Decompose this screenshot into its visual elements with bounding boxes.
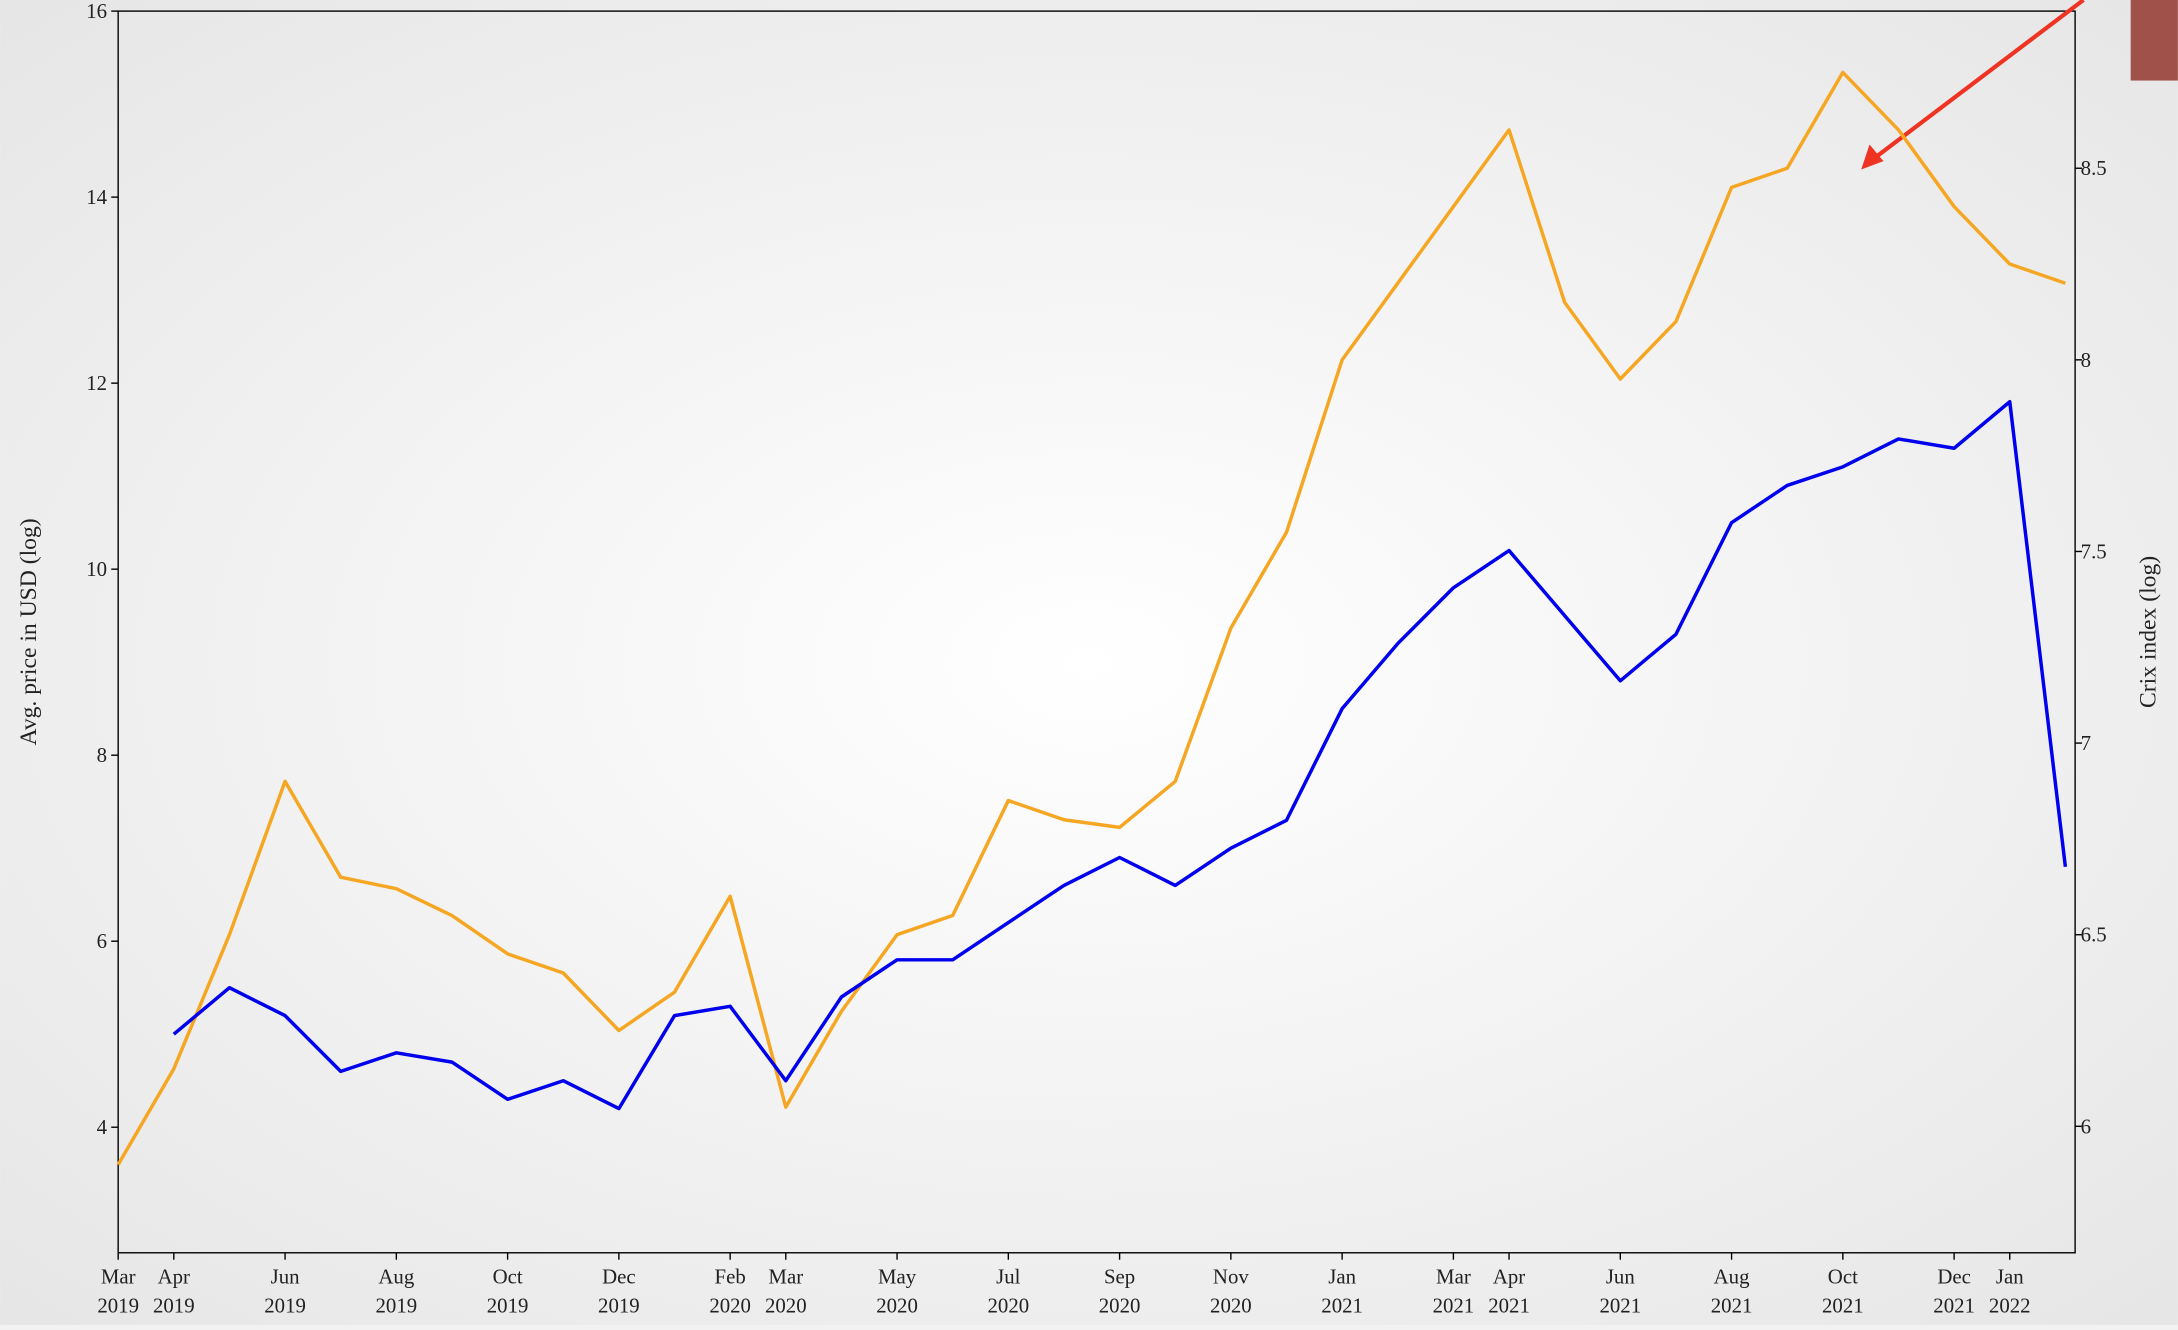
data-line [172, 400, 2068, 1111]
y-tick-label: 12 [86, 371, 107, 395]
x-tick-label: Oct 2021 [1822, 1264, 1864, 1317]
plot-frame [117, 10, 2076, 1254]
x-tick-label: Aug 2019 [376, 1264, 418, 1317]
x-tick-label: Sep 2020 [1099, 1264, 1141, 1317]
x-tick-label: Jun 2021 [1599, 1264, 1641, 1317]
x-tick-label: Oct 2019 [487, 1264, 529, 1317]
x-tick-label: Jan 2021 [1321, 1264, 1363, 1317]
y2-axis-label: Crix index (log) [2136, 556, 2162, 708]
x-tick-label: Feb 2020 [709, 1264, 751, 1317]
data-line [116, 70, 2066, 1166]
y-tick-label: 6 [97, 929, 107, 953]
x-tick-label: Jan 2022 [1989, 1264, 2031, 1317]
x-tick-label: Nov 2020 [1210, 1264, 1252, 1317]
y2-tick-label: 7.5 [2081, 539, 2107, 563]
x-tick-label: Apr 2021 [1488, 1264, 1530, 1317]
x-tick-label: Mar 2020 [765, 1264, 807, 1317]
y-tick-label: 16 [86, 0, 107, 23]
x-tick-label: Dec 2019 [598, 1264, 640, 1317]
x-tick-label: May 2020 [876, 1264, 918, 1317]
y2-tick-label: 6 [2081, 1114, 2091, 1138]
y-tick-label: 8 [97, 743, 107, 767]
x-tick-label: Dec 2021 [1933, 1264, 1975, 1317]
y-tick-label: 14 [86, 185, 107, 209]
corner-badge [2130, 0, 2178, 81]
y2-tick-label: 8 [2081, 348, 2091, 372]
x-tick-label: Mar 2021 [1433, 1264, 1475, 1317]
y-tick-label: 10 [86, 557, 107, 581]
arrow-head [1861, 144, 1884, 170]
y2-tick-label: 7 [2081, 731, 2091, 755]
annotation-arrow [1871, 0, 2085, 162]
x-tick-label: Jun 2019 [264, 1264, 306, 1317]
y-axis-label: Avg. price in USD (log) [16, 518, 42, 745]
x-tick-label: Aug 2021 [1711, 1264, 1753, 1317]
x-tick-label: Apr 2019 [153, 1264, 195, 1317]
y-tick-label: 4 [97, 1115, 108, 1139]
y2-tick-label: 6.5 [2081, 923, 2107, 947]
x-tick-label: Jul 2020 [987, 1264, 1029, 1317]
y2-tick-label: 8.5 [2081, 156, 2107, 180]
x-tick-label: Mar 2019 [97, 1264, 139, 1317]
